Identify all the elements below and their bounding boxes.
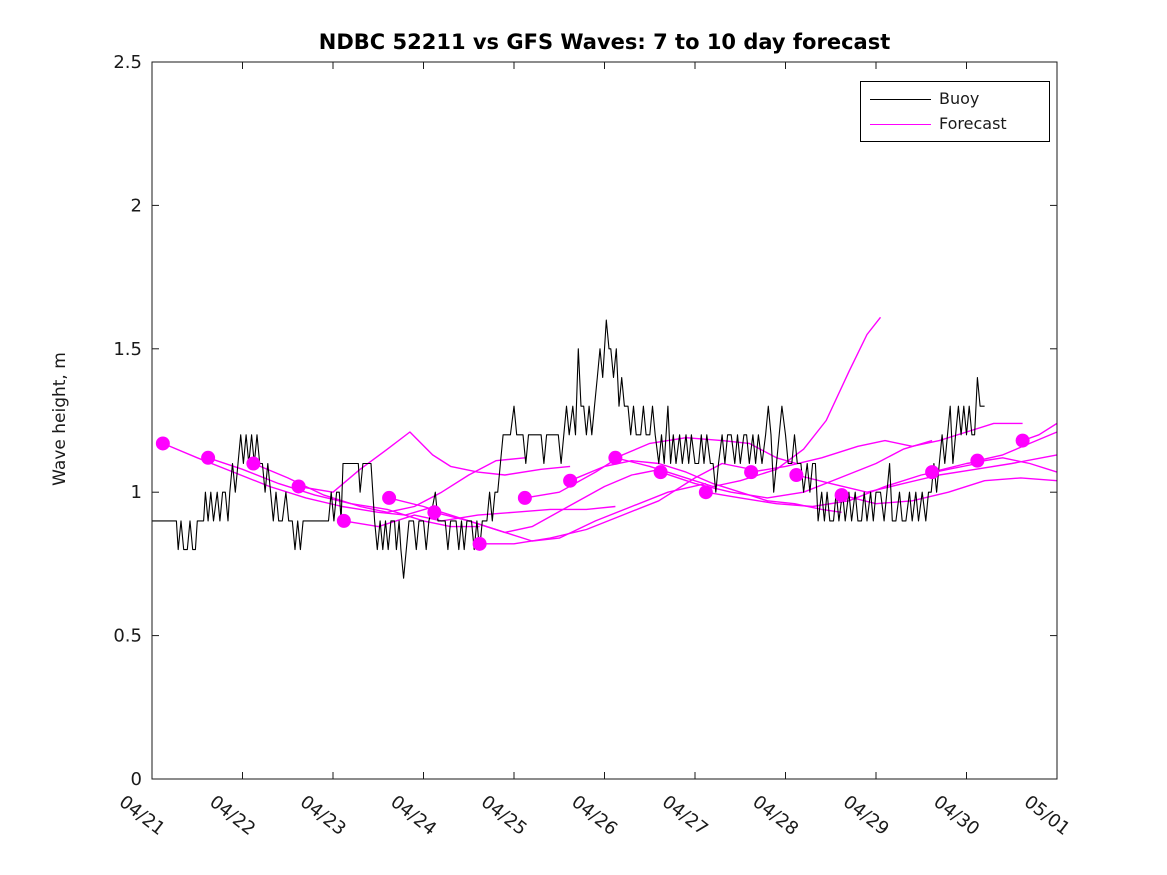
forecast-marker (653, 465, 668, 480)
forecast-marker (744, 465, 759, 480)
forecast-marker (472, 536, 487, 551)
forecast-line (841, 477, 1058, 505)
forecast-marker (608, 450, 623, 465)
x-tick-label: 04/30 (929, 791, 983, 839)
forecast-line (479, 462, 752, 545)
x-tick-label: 04/24 (386, 791, 440, 839)
y-tick-label: 0.5 (113, 626, 142, 647)
forecast-marker (698, 485, 713, 500)
forecast-marker (155, 436, 170, 451)
forecast-line (434, 482, 707, 542)
forecast-line (298, 431, 571, 493)
forecast-marker (291, 479, 306, 494)
plot-box (151, 61, 1058, 780)
x-tick-label: 04/26 (567, 791, 621, 839)
y-tick-label: 2.5 (113, 52, 142, 73)
forecast-marker (1015, 433, 1030, 448)
y-tick-label: 1.5 (113, 339, 142, 360)
forecast-marker (834, 488, 849, 503)
forecast-marker (246, 456, 261, 471)
forecast-line (615, 316, 882, 488)
legend-item-buoy: Buoy (861, 91, 1049, 107)
legend-label-buoy: Buoy (939, 89, 980, 108)
y-axis-label: Wave height, m (50, 352, 70, 486)
forecast-line (253, 457, 525, 513)
forecast-marker (925, 465, 940, 480)
legend-item-forecast: Forecast (861, 116, 1049, 132)
forecast-marker (382, 490, 397, 505)
forecast-line (796, 454, 1058, 493)
forecast-marker (201, 450, 216, 465)
x-tick-label: 04/22 (205, 791, 259, 839)
forecast-marker (336, 513, 351, 528)
forecast-marker (427, 505, 442, 520)
x-tick-label: 04/23 (296, 791, 350, 839)
y-tick-label: 0 (131, 769, 142, 790)
forecast-line (524, 437, 797, 499)
forecast-marker (970, 453, 985, 468)
forecast-line (705, 462, 978, 508)
forecast-line (750, 422, 1023, 473)
buoy-line (152, 319, 985, 579)
chart-title: NDBC 52211 vs GFS Waves: 7 to 10 day for… (318, 30, 891, 54)
x-tick-label: 04/21 (115, 791, 169, 839)
x-tick-label: 04/28 (748, 791, 802, 839)
forecast-line (931, 457, 1058, 473)
buoy-line-sample (870, 98, 931, 100)
forecast-marker (517, 490, 532, 505)
y-tick-label: 2 (131, 195, 142, 216)
x-tick-label: 05/01 (1020, 791, 1074, 839)
legend-label-forecast: Forecast (939, 114, 1007, 133)
forecast-marker (563, 473, 578, 488)
forecast-line-sample (870, 123, 931, 125)
x-tick-label: 04/27 (658, 791, 712, 839)
forecast-marker (789, 467, 804, 482)
forecast-line (977, 431, 1058, 462)
y-tick-label: 1 (131, 482, 142, 503)
legend: Buoy Forecast (860, 81, 1050, 142)
x-tick-label: 04/25 (477, 791, 531, 839)
x-tick-label: 04/29 (839, 791, 893, 839)
